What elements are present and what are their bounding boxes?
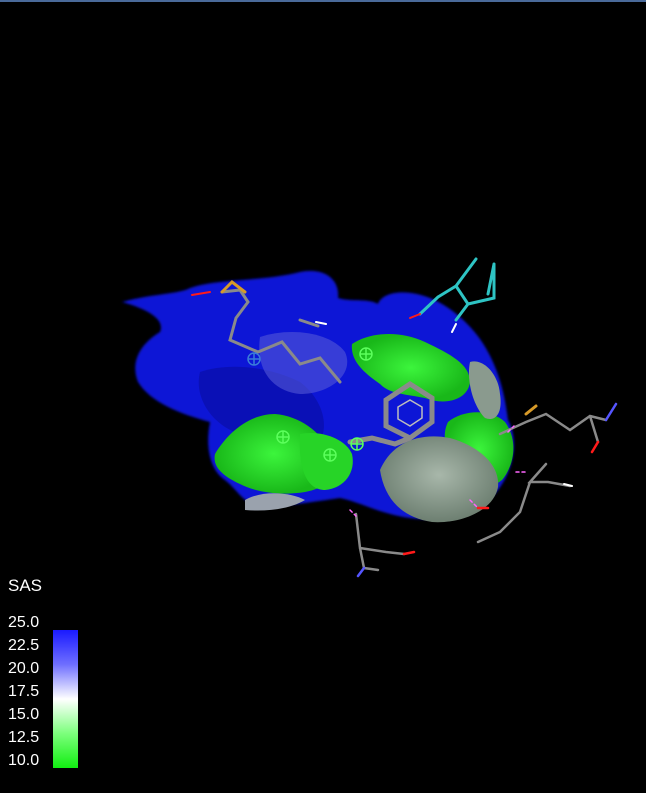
surface-grey-bottom-left bbox=[245, 493, 305, 511]
ligand-cyan-sticks bbox=[418, 257, 496, 322]
surface-green-upper bbox=[351, 333, 470, 402]
sulfur-right bbox=[524, 404, 538, 416]
legend-title: SAS bbox=[8, 576, 43, 595]
oxygen-upper bbox=[191, 291, 421, 319]
hydrogens bbox=[315, 321, 573, 487]
nitrogen-right bbox=[604, 402, 618, 422]
bottom-nitrogen bbox=[356, 566, 366, 578]
legend-tick: 22.5 bbox=[8, 637, 40, 654]
sulfur-bond bbox=[220, 280, 247, 294]
legend-tick: 12.5 bbox=[8, 729, 40, 746]
surface-green-mid bbox=[299, 432, 353, 490]
legend-tick: 20.0 bbox=[8, 660, 40, 677]
upper-chain bbox=[220, 288, 342, 384]
legend-tick: 15.0 bbox=[8, 706, 40, 723]
surface-grey-lower-right bbox=[380, 436, 499, 523]
legend-tick: 17.5 bbox=[8, 683, 40, 700]
bottom-chain bbox=[354, 512, 406, 572]
molecular-sticks bbox=[191, 257, 618, 578]
ring-inner bbox=[397, 399, 423, 427]
oxygen-right bbox=[476, 440, 600, 510]
legend-colorbar bbox=[53, 630, 78, 768]
centroid-markers bbox=[247, 347, 373, 462]
surface-grey-right-edge bbox=[468, 361, 501, 419]
bottom-hetero bbox=[402, 550, 416, 556]
right-chain bbox=[476, 412, 608, 544]
legend-tick: 25.0 bbox=[8, 614, 40, 631]
molecular-surface bbox=[122, 270, 514, 523]
window-top-border bbox=[0, 0, 646, 2]
legend-tick: 10.0 bbox=[8, 752, 40, 769]
